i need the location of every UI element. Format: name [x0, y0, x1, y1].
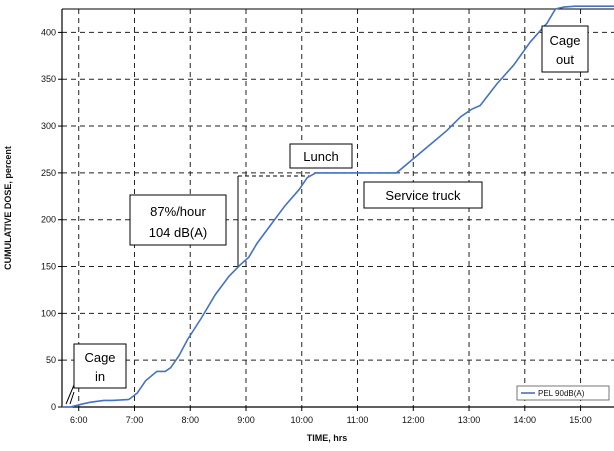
x-tick-label: 15:00 — [569, 415, 592, 425]
x-tick-label: 7:00 — [126, 415, 144, 425]
axes — [58, 8, 614, 411]
y-tick-label: 50 — [46, 355, 56, 365]
annotation-cage-in-line2: in — [95, 369, 105, 384]
y-axis-title: CUMULATIVE DOSE, percent — [3, 146, 13, 270]
annotation-lunch: Lunch — [289, 143, 353, 169]
annotation-lunch-text: Lunch — [303, 149, 338, 164]
annotation-cage-in: Cage in — [65, 343, 127, 405]
annotation-cage-out: Cage out — [541, 25, 589, 73]
annotation-cage-in-line1: Cage — [84, 350, 115, 365]
y-tick-label: 300 — [41, 121, 56, 131]
x-tick-label: 6:00 — [70, 415, 88, 425]
y-tick-label: 400 — [41, 27, 56, 37]
y-tick-label: 250 — [41, 168, 56, 178]
y-tick-label: 350 — [41, 74, 56, 84]
series-line-pel-90dba — [62, 5, 614, 408]
rate-bracket — [237, 175, 310, 266]
annotation-service-truck: Service truck — [363, 181, 483, 209]
x-tick-label: 12:00 — [402, 415, 425, 425]
x-tick-label: 9:00 — [237, 415, 255, 425]
legend-entry: PEL 90dB(A) — [538, 389, 585, 398]
annotation-service-truck-text: Service truck — [385, 188, 461, 203]
y-tick-label: 200 — [41, 215, 56, 225]
x-tick-label: 14:00 — [514, 415, 537, 425]
annotation-rate-line1: 87%/hour — [150, 204, 206, 219]
x-tick-label: 8:00 — [181, 415, 199, 425]
legend: PEL 90dB(A) — [516, 385, 610, 401]
y-tick-label: 150 — [41, 262, 56, 272]
y-tick-label: 0 — [51, 402, 56, 412]
y-tick-label: 100 — [41, 308, 56, 318]
x-axis-title: TIME, hrs — [307, 433, 348, 443]
annotation-rate: 87%/hour 104 dB(A) — [129, 194, 227, 246]
annotation-cage-out-line1: Cage — [549, 33, 580, 48]
x-tick-label: 13:00 — [458, 415, 481, 425]
x-tick-label: 11:00 — [347, 415, 369, 425]
annotation-cage-out-line2: out — [556, 52, 574, 67]
x-tick-label: 10:00 — [290, 415, 313, 425]
annotation-rate-line2: 104 dB(A) — [149, 225, 208, 240]
tick-labels: 0 50 100 150 200 250 300 350 400 6:00 7:00 8:00 9:00… — [41, 27, 592, 425]
